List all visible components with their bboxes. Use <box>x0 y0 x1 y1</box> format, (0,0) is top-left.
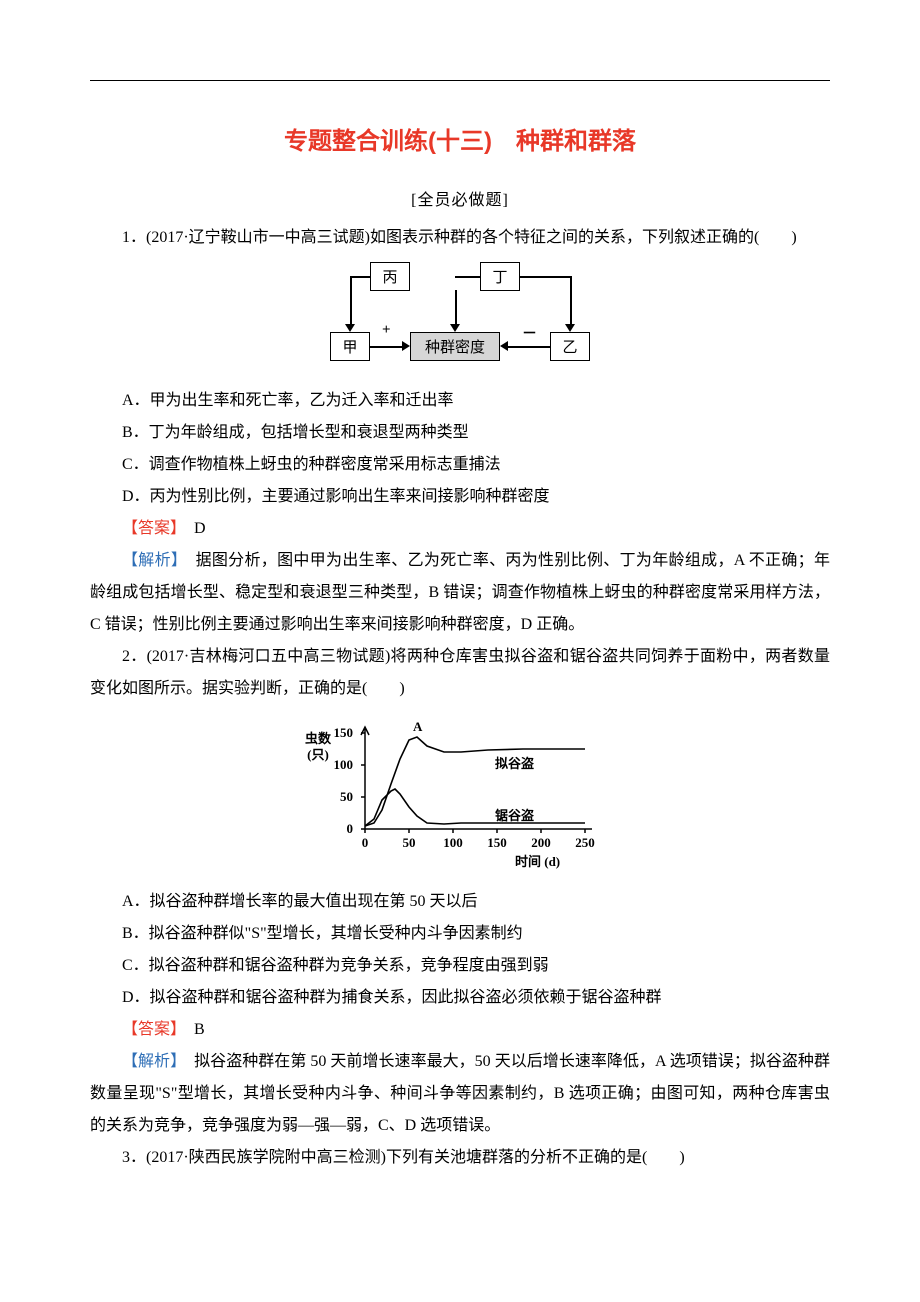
arrow-yi-center <box>500 341 508 351</box>
node-center: 种群密度 <box>410 332 500 361</box>
population-diagram: 丙 丁 甲 种群密度 乙 + － <box>300 262 620 372</box>
q1-optA: A．甲为出生率和死亡率，乙为迁入率和迁出率 <box>90 385 830 417</box>
xtick-200: 200 <box>529 835 553 851</box>
q2-answer: 【答案】 B <box>90 1014 830 1046</box>
q2-figure: 虫数 (只) <box>90 713 830 878</box>
explain-text: 拟谷盗种群在第 50 天前增长速率最大，50 天以后增长速率降低，A 选项错误；… <box>90 1053 830 1134</box>
xtick-150: 150 <box>485 835 509 851</box>
series1-label: 拟谷盗 <box>495 753 534 772</box>
page-title: 专题整合训练(十三) 种群和群落 <box>90 121 830 156</box>
line-ding-center-h <box>455 276 480 278</box>
ytick-0: 0 <box>325 821 353 837</box>
line-jia-center <box>370 346 404 348</box>
answer-label: 【答案】 <box>122 1021 178 1038</box>
x-axis-label: 时间 (d) <box>515 851 560 873</box>
q2-stem: 2．(2017·吉林梅河口五中高三物试题)将两种仓库害虫拟谷盗和锯谷盗共同饲养于… <box>90 641 830 705</box>
answer-value: B <box>194 1021 205 1038</box>
top-rule <box>90 80 830 81</box>
q2-optB: B．拟谷盗种群似"S"型增长，其增长受种内斗争因素制约 <box>90 918 830 950</box>
arrow-bing-jia <box>345 324 355 332</box>
node-bing: 丙 <box>370 262 410 291</box>
ytick-100: 100 <box>325 757 353 773</box>
arrow-ding-yi <box>565 324 575 332</box>
arrow-ding-center <box>450 324 460 332</box>
explain-label-text: 【解析】 <box>122 552 179 569</box>
xtick-50: 50 <box>397 835 421 851</box>
answer-value: D <box>194 520 206 537</box>
q1-optB: B．丁为年龄组成，包括增长型和衰退型两种类型 <box>90 417 830 449</box>
q1-figure: 丙 丁 甲 种群密度 乙 + － <box>90 262 830 377</box>
line-ding-yi-v <box>570 276 572 326</box>
q1-stem: 1．(2017·辽宁鞍山市一中高三试题)如图表示种群的各个特征之间的关系，下列叙… <box>90 222 830 254</box>
explain-text: 据图分析，图中甲为出生率、乙为死亡率、丙为性别比例、丁为年龄组成，A 不正确；年… <box>90 552 830 633</box>
insect-chart: 虫数 (只) <box>305 713 615 873</box>
node-ding: 丁 <box>480 262 520 291</box>
q1-answer: 【答案】 D <box>90 513 830 545</box>
q2-optA: A．拟谷盗种群增长率的最大值出现在第 50 天以后 <box>90 886 830 918</box>
xtick-100: 100 <box>441 835 465 851</box>
q2-optC: C．拟谷盗种群和锯谷盗种群为竞争关系，竞争程度由强到弱 <box>90 950 830 982</box>
line-bing-jia-v <box>350 276 352 326</box>
line-ding-center-v1 <box>455 290 457 326</box>
q2-optD: D．拟谷盗种群和锯谷盗种群为捕食关系，因此拟谷盗必须依赖于锯谷盗种群 <box>90 982 830 1014</box>
xtick-0: 0 <box>353 835 377 851</box>
point-A-label: A <box>413 719 422 735</box>
sign-plus: + <box>382 322 391 339</box>
explain-label: 【解析】 <box>122 1053 178 1070</box>
sign-minus: － <box>522 322 537 343</box>
section-subtitle: [全员必做题] <box>90 186 830 210</box>
node-jia: 甲 <box>330 332 370 361</box>
q1-explain: 【解析】 据图分析，图中甲为出生率、乙为死亡率、丙为性别比例、丁为年龄组成，A … <box>90 545 830 641</box>
line-yi-center <box>508 346 550 348</box>
line-ding-yi-h <box>520 276 570 278</box>
ytick-150: 150 <box>325 725 353 741</box>
arrow-jia-center <box>402 341 410 351</box>
q2-explain: 【解析】 拟谷盗种群在第 50 天前增长速率最大，50 天以后增长速率降低，A … <box>90 1046 830 1142</box>
explain-label: 【解析】 <box>122 552 179 569</box>
chart-svg <box>347 719 607 859</box>
page: 专题整合训练(十三) 种群和群落 [全员必做题] 1．(2017·辽宁鞍山市一中… <box>0 0 920 1214</box>
q1-optD: D．丙为性别比例，主要通过影响出生率来间接影响种群密度 <box>90 481 830 513</box>
node-yi: 乙 <box>550 332 590 361</box>
q3-stem: 3．(2017·陕西民族学院附中高三检测)下列有关池塘群落的分析不正确的是( ) <box>90 1142 830 1174</box>
series2-label: 锯谷盗 <box>495 805 534 824</box>
line-bing-jia-h <box>350 276 370 278</box>
q1-optC: C．调查作物植株上蚜虫的种群密度常采用标志重捕法 <box>90 449 830 481</box>
answer-label: 【答案】 <box>122 520 178 537</box>
ytick-50: 50 <box>325 789 353 805</box>
xtick-250: 250 <box>573 835 597 851</box>
